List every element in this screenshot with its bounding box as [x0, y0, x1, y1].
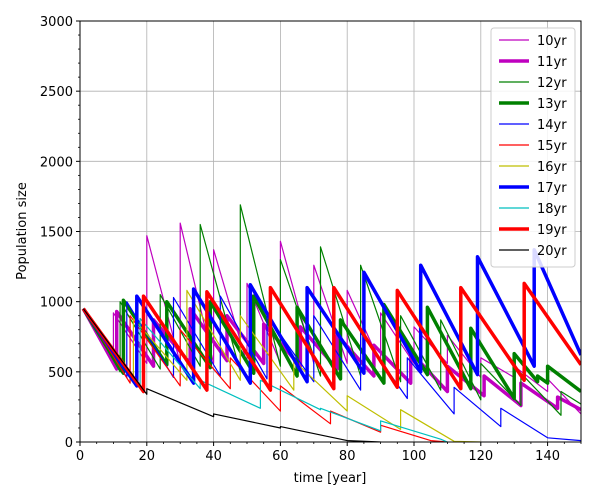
y-tick-label: 2500 — [40, 85, 73, 100]
y-axis-label: Population size — [15, 182, 30, 280]
y-tick-label: 0 — [65, 436, 73, 451]
y-tick-label: 2000 — [40, 155, 73, 170]
x-axis-label: time [year] — [294, 471, 367, 486]
legend-label: 10yr — [537, 34, 567, 49]
legend-label: 18yr — [537, 202, 567, 217]
series-line-18yr — [82, 308, 448, 442]
legend-label: 14yr — [537, 118, 567, 133]
x-tick-label: 40 — [205, 449, 222, 464]
x-tick-label: 20 — [139, 449, 156, 464]
x-tick-label: 60 — [272, 449, 289, 464]
y-tick-label: 1000 — [40, 296, 73, 311]
x-tick-label: 140 — [535, 449, 560, 464]
legend-label: 15yr — [537, 139, 567, 154]
series-line-20yr — [82, 308, 381, 442]
legend-label: 16yr — [537, 160, 567, 175]
legend-label: 12yr — [537, 76, 567, 91]
legend-box — [490, 27, 576, 268]
y-tick-label: 3000 — [40, 15, 73, 30]
legend-label: 13yr — [537, 97, 567, 112]
legend-label: 19yr — [537, 223, 567, 238]
legend: 10yr 11yr 12yr 13yr 14yr 15yr 16yr 17yr 18yr 19yr… — [490, 27, 576, 268]
series-lines — [81, 204, 581, 442]
x-tick-label: 120 — [468, 449, 493, 464]
x-tick-label: 100 — [402, 449, 427, 464]
legend-label: 17yr — [537, 181, 567, 196]
x-tick-label: 0 — [76, 449, 84, 464]
series-line-16yr — [82, 289, 481, 442]
y-tick-label: 1500 — [40, 226, 73, 241]
legend-label: 11yr — [537, 55, 567, 70]
axis-ticks: 0 20 40 60 80 100 120 140 0 500 1000 1500 2000 2500 30… — [40, 15, 582, 464]
y-tick-label: 500 — [48, 366, 73, 381]
legend-label: 20yr — [537, 244, 567, 259]
x-tick-label: 80 — [339, 449, 356, 464]
series-line-19yr — [81, 281, 581, 394]
